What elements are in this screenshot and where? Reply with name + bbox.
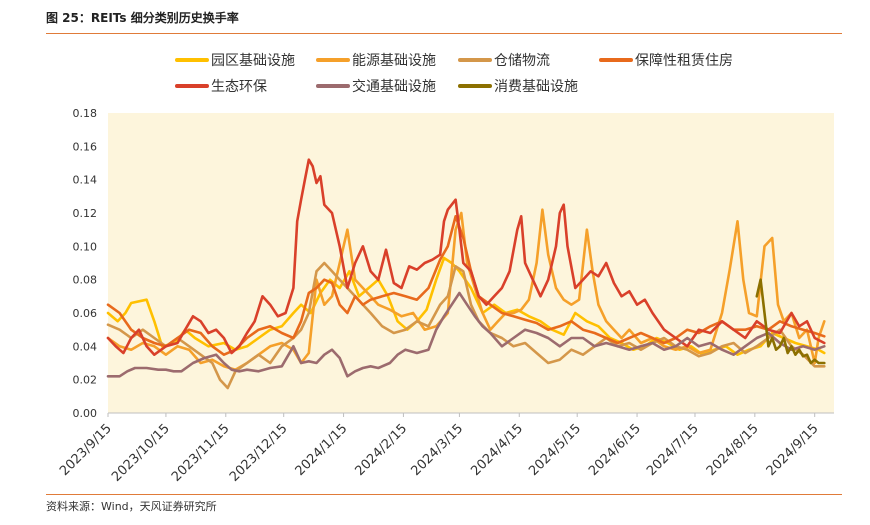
series-line-消费基础设施 bbox=[755, 278, 826, 365]
x-tick-label: 2023/10/15 bbox=[109, 421, 173, 485]
x-tick-label: 2024/9/15 bbox=[764, 421, 822, 479]
legend-label: 交通基础设施 bbox=[352, 78, 436, 95]
x-tick-label: 2024/8/15 bbox=[704, 421, 762, 479]
y-tick-label: 0.10 bbox=[73, 240, 98, 253]
y-tick-label: 0.12 bbox=[73, 207, 98, 220]
legend-label: 园区基础设施 bbox=[211, 52, 295, 69]
y-tick-label: 0.00 bbox=[73, 407, 98, 420]
y-tick-label: 0.16 bbox=[73, 140, 98, 153]
x-tick-label: 2024/7/15 bbox=[644, 421, 702, 479]
bottom-rule bbox=[46, 494, 842, 495]
x-tick-label: 2024/5/15 bbox=[526, 421, 584, 479]
series-line-仓储物流 bbox=[106, 261, 826, 390]
x-tick-label: 2024/2/15 bbox=[352, 421, 410, 479]
x-tick-label: 2023/12/15 bbox=[227, 421, 291, 485]
y-tick-label: 0.06 bbox=[73, 307, 98, 320]
legend-label: 仓储物流 bbox=[494, 53, 550, 69]
series-line-能源基础设施 bbox=[106, 208, 826, 371]
legend-label: 保障性租赁住房 bbox=[635, 53, 733, 69]
x-tick-label: 2024/1/15 bbox=[293, 421, 351, 479]
legend-label: 生态环保 bbox=[211, 79, 267, 95]
top-rule bbox=[46, 33, 842, 34]
x-tick-label: 2023/11/15 bbox=[169, 421, 233, 485]
series-line-生态环保 bbox=[106, 158, 826, 356]
legend-label: 能源基础设施 bbox=[352, 52, 436, 69]
series-line-交通基础设施 bbox=[106, 291, 826, 378]
plot-area-background bbox=[108, 113, 834, 413]
x-tick-label: 2023/9/15 bbox=[57, 421, 115, 479]
legend-label: 消费基础设施 bbox=[494, 78, 578, 95]
x-tick-label: 2024/3/15 bbox=[408, 421, 466, 479]
series-layer bbox=[106, 158, 826, 390]
source-note: 资料来源：Wind，天风证券研究所 bbox=[46, 500, 217, 513]
y-tick-label: 0.08 bbox=[73, 274, 98, 287]
y-tick-label: 0.04 bbox=[73, 340, 98, 353]
y-tick-label: 0.14 bbox=[73, 174, 98, 187]
y-tick-label: 0.02 bbox=[73, 374, 98, 387]
y-tick-label: 0.18 bbox=[73, 107, 98, 120]
figure-title: 图 25：REITs 细分类别历史换手率 bbox=[46, 11, 239, 25]
x-tick-label: 2024/4/15 bbox=[468, 421, 526, 479]
y-axis: 0.00 0.02 0.04 0.06 0.08 0.10 0.12 0.14 0.16 0.18 bbox=[73, 107, 98, 420]
x-tick-label: 2024/6/15 bbox=[586, 421, 644, 479]
